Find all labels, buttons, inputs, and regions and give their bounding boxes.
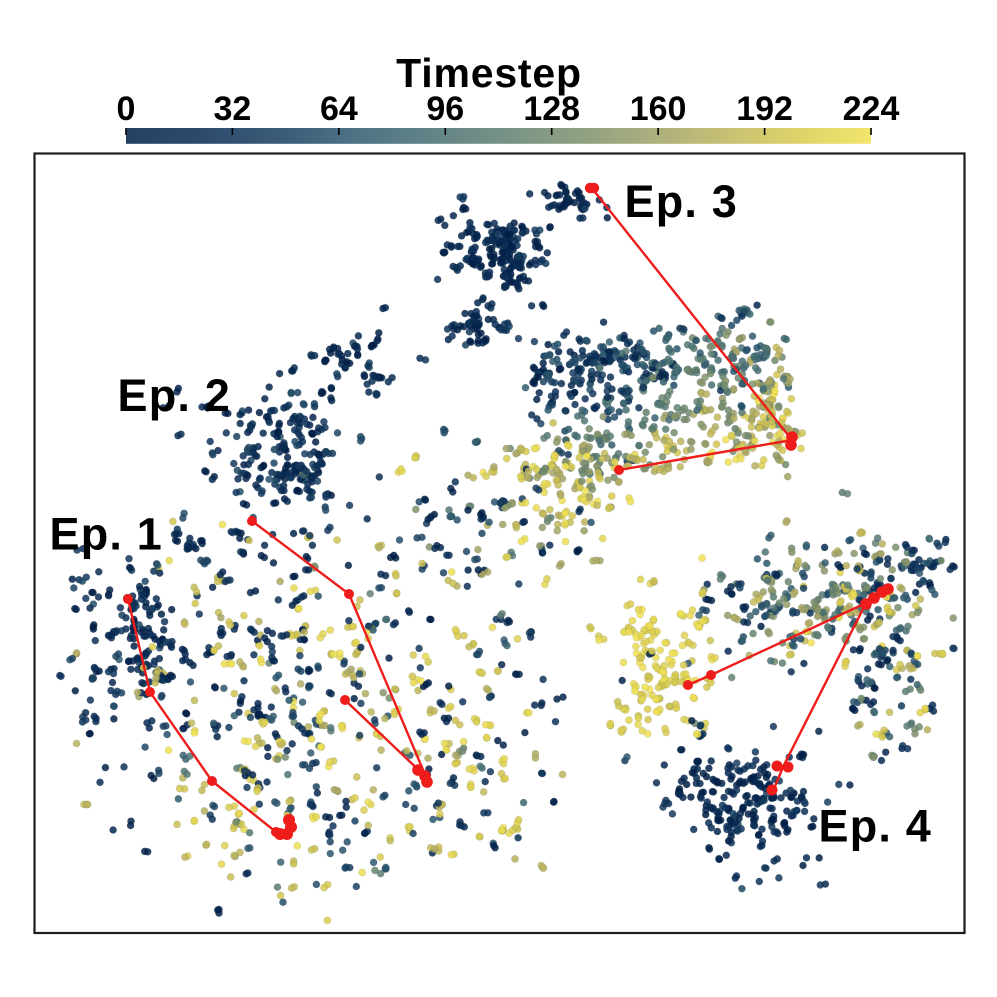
svg-text:64: 64 xyxy=(320,90,358,128)
svg-text:224: 224 xyxy=(843,90,900,128)
svg-text:0: 0 xyxy=(117,90,136,128)
svg-text:Ep. 4: Ep. 4 xyxy=(819,801,933,852)
svg-text:192: 192 xyxy=(736,90,793,128)
svg-text:Ep. 2: Ep. 2 xyxy=(118,370,232,421)
svg-text:Ep. 3: Ep. 3 xyxy=(625,176,739,227)
svg-text:32: 32 xyxy=(213,90,251,128)
svg-text:96: 96 xyxy=(426,90,464,128)
svg-text:160: 160 xyxy=(630,90,687,128)
svg-text:Ep. 1: Ep. 1 xyxy=(50,509,164,560)
svg-text:128: 128 xyxy=(523,90,580,128)
svg-text:Timestep: Timestep xyxy=(396,50,582,96)
